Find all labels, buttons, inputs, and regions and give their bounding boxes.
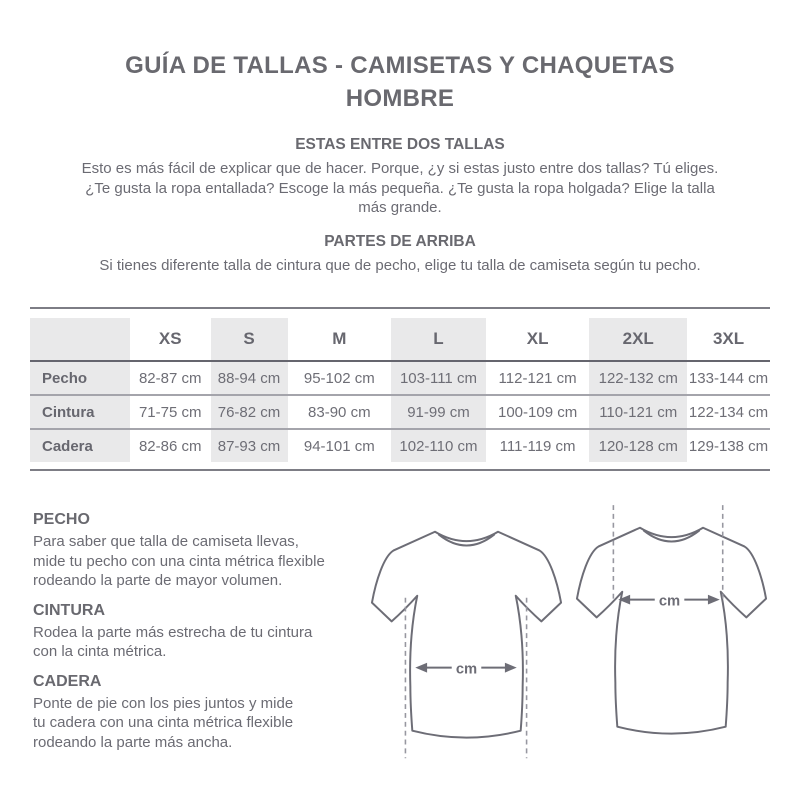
tshirt-chest-diagram: cm bbox=[575, 505, 768, 735]
cell-cadera-l: 102-110 cm bbox=[391, 428, 486, 462]
cell-cintura-xl: 100-109 cm bbox=[485, 394, 590, 429]
table-top-rule bbox=[30, 307, 770, 309]
size-col-m: M bbox=[287, 318, 392, 362]
cell-pecho-xs: 82-87 cm bbox=[138, 369, 202, 387]
cell-cintura-xs: 71-75 cm bbox=[129, 394, 211, 429]
collar-inner-line bbox=[642, 529, 701, 543]
size-table-container: XS S M L XL 2XL 3XL Pecho 82-87 cm 88-94… bbox=[30, 318, 770, 462]
cell-cintura-3xl: 122-134 cm bbox=[687, 394, 770, 429]
guide-cadera-heading: CADERA bbox=[33, 672, 102, 690]
cell-cintura-l: 91-99 cm bbox=[391, 394, 486, 429]
cell-pecho-3xl: 133-144 cm bbox=[688, 369, 769, 387]
guide-cintura-heading: CINTURA bbox=[33, 601, 105, 619]
size-col-xl: XL bbox=[485, 318, 590, 362]
between-sizes-heading: ESTAS ENTRE DOS TALLAS bbox=[295, 135, 505, 153]
table-row-pecho: Pecho 82-87 cm 88-94 cm 95-102 cm 103-11… bbox=[30, 361, 770, 395]
size-table-header-row: XS S M L XL 2XL 3XL bbox=[30, 318, 770, 362]
table-bottom-rule bbox=[30, 469, 770, 471]
cell-cadera-2xl: 120-128 cm bbox=[589, 428, 688, 462]
between-sizes-text: Esto es más fácil de explicar que de hac… bbox=[81, 160, 719, 216]
tops-text: Si tienes diferente talla de cintura que… bbox=[99, 257, 701, 274]
size-col-3xl: 3XL bbox=[687, 318, 770, 362]
guide-cadera-text: Ponte de pie con los pies juntos y mide … bbox=[33, 694, 294, 751]
guide-cintura-text: Rodea la parte más estrecha de tu cintur… bbox=[33, 623, 313, 661]
cell-pecho-s: 88-94 cm bbox=[210, 361, 288, 395]
tshirt-outline bbox=[370, 530, 563, 739]
guide-pecho-text: Para saber que talla de camiseta llevas,… bbox=[33, 533, 325, 589]
cell-pecho-xl: 112-121 cm bbox=[498, 369, 577, 387]
size-col-xs: XS bbox=[129, 318, 211, 362]
waist-cm-label: cm bbox=[456, 662, 477, 678]
cell-cadera-xs: 82-86 cm bbox=[129, 428, 211, 462]
chest-cm-label: cm bbox=[659, 594, 680, 610]
table-row-cadera: Cadera 82-86 cm 87-93 cm 94-101 cm 102-1… bbox=[30, 428, 770, 462]
cell-pecho-m: 95-102 cm bbox=[303, 369, 375, 387]
size-table: XS S M L XL 2XL 3XL Pecho 82-87 cm 88-94… bbox=[30, 318, 770, 462]
cell-cadera-xl: 111-119 cm bbox=[485, 428, 590, 462]
table-row-cintura: Cintura 71-75 cm 76-82 cm 83-90 cm 91-99… bbox=[30, 394, 770, 429]
cell-pecho-l: 103-111 cm bbox=[391, 361, 486, 395]
row-label-cadera: Cadera bbox=[30, 428, 130, 462]
row-label-pecho: Pecho bbox=[30, 361, 130, 395]
guide-pecho-heading: PECHO bbox=[33, 511, 90, 528]
cell-cadera-3xl: 129-138 cm bbox=[687, 428, 770, 462]
cell-cintura-m: 83-90 cm bbox=[287, 394, 392, 429]
waist-measure-arrow: cm bbox=[415, 658, 517, 678]
size-col-s: S bbox=[210, 318, 288, 362]
cell-cadera-m: 94-101 cm bbox=[287, 428, 392, 462]
size-col-2xl: 2XL bbox=[589, 318, 688, 362]
size-table-corner-cell bbox=[30, 318, 130, 362]
cell-cintura-2xl: 110-121 cm bbox=[589, 394, 688, 429]
chest-measure-arrow: cm bbox=[618, 590, 720, 610]
cell-cintura-s: 76-82 cm bbox=[210, 394, 288, 429]
size-col-l: L bbox=[391, 318, 486, 362]
tshirt-outline bbox=[575, 526, 768, 735]
tshirt-waist-diagram: cm bbox=[370, 530, 563, 759]
tops-heading: PARTES DE ARRIBA bbox=[324, 232, 476, 250]
row-label-cintura: Cintura bbox=[30, 394, 130, 429]
page-title: GUÍA DE TALLAS - CAMISETAS Y CHAQUETAS H… bbox=[125, 52, 675, 113]
measuring-instructions: PECHO Para saber que talla de camiseta l… bbox=[33, 511, 363, 763]
cell-cadera-s: 87-93 cm bbox=[210, 428, 288, 462]
cell-pecho-2xl: 122-132 cm bbox=[589, 361, 688, 395]
collar-inner-line bbox=[437, 533, 496, 547]
